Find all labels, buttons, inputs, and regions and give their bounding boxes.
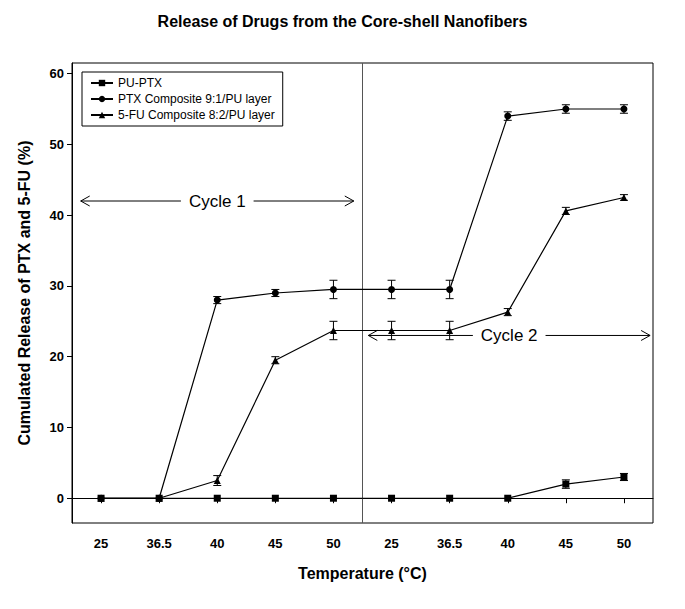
svg-text:50: 50 bbox=[50, 137, 64, 152]
svg-text:50: 50 bbox=[326, 536, 340, 551]
svg-text:30: 30 bbox=[50, 278, 64, 293]
svg-text:50: 50 bbox=[617, 536, 631, 551]
svg-text:45: 45 bbox=[268, 536, 282, 551]
svg-text:36.5: 36.5 bbox=[437, 536, 462, 551]
svg-text:Cycle 1: Cycle 1 bbox=[189, 192, 246, 211]
svg-text:Release of Drugs from the Core: Release of Drugs from the Core-shell Nan… bbox=[158, 13, 528, 30]
svg-text:45: 45 bbox=[559, 536, 573, 551]
svg-text:60: 60 bbox=[50, 66, 64, 81]
svg-text:PU-PTX: PU-PTX bbox=[118, 76, 162, 90]
svg-text:25: 25 bbox=[94, 536, 108, 551]
svg-text:5-FU Composite 8:2/PU layer: 5-FU Composite 8:2/PU layer bbox=[118, 108, 275, 122]
svg-text:Temperature (°C): Temperature (°C) bbox=[298, 565, 427, 582]
svg-text:Cumulated Release of PTX and 5: Cumulated Release of PTX and 5-FU (%) bbox=[16, 141, 33, 446]
svg-text:PTX Composite 9:1/PU layer: PTX Composite 9:1/PU layer bbox=[118, 92, 271, 106]
svg-text:40: 40 bbox=[501, 536, 515, 551]
svg-text:10: 10 bbox=[50, 420, 64, 435]
svg-text:0: 0 bbox=[57, 491, 64, 506]
svg-text:36.5: 36.5 bbox=[146, 536, 171, 551]
svg-text:Cycle 2: Cycle 2 bbox=[481, 326, 538, 345]
svg-text:20: 20 bbox=[50, 349, 64, 364]
svg-text:40: 40 bbox=[210, 536, 224, 551]
svg-text:25: 25 bbox=[384, 536, 398, 551]
svg-text:40: 40 bbox=[50, 208, 64, 223]
